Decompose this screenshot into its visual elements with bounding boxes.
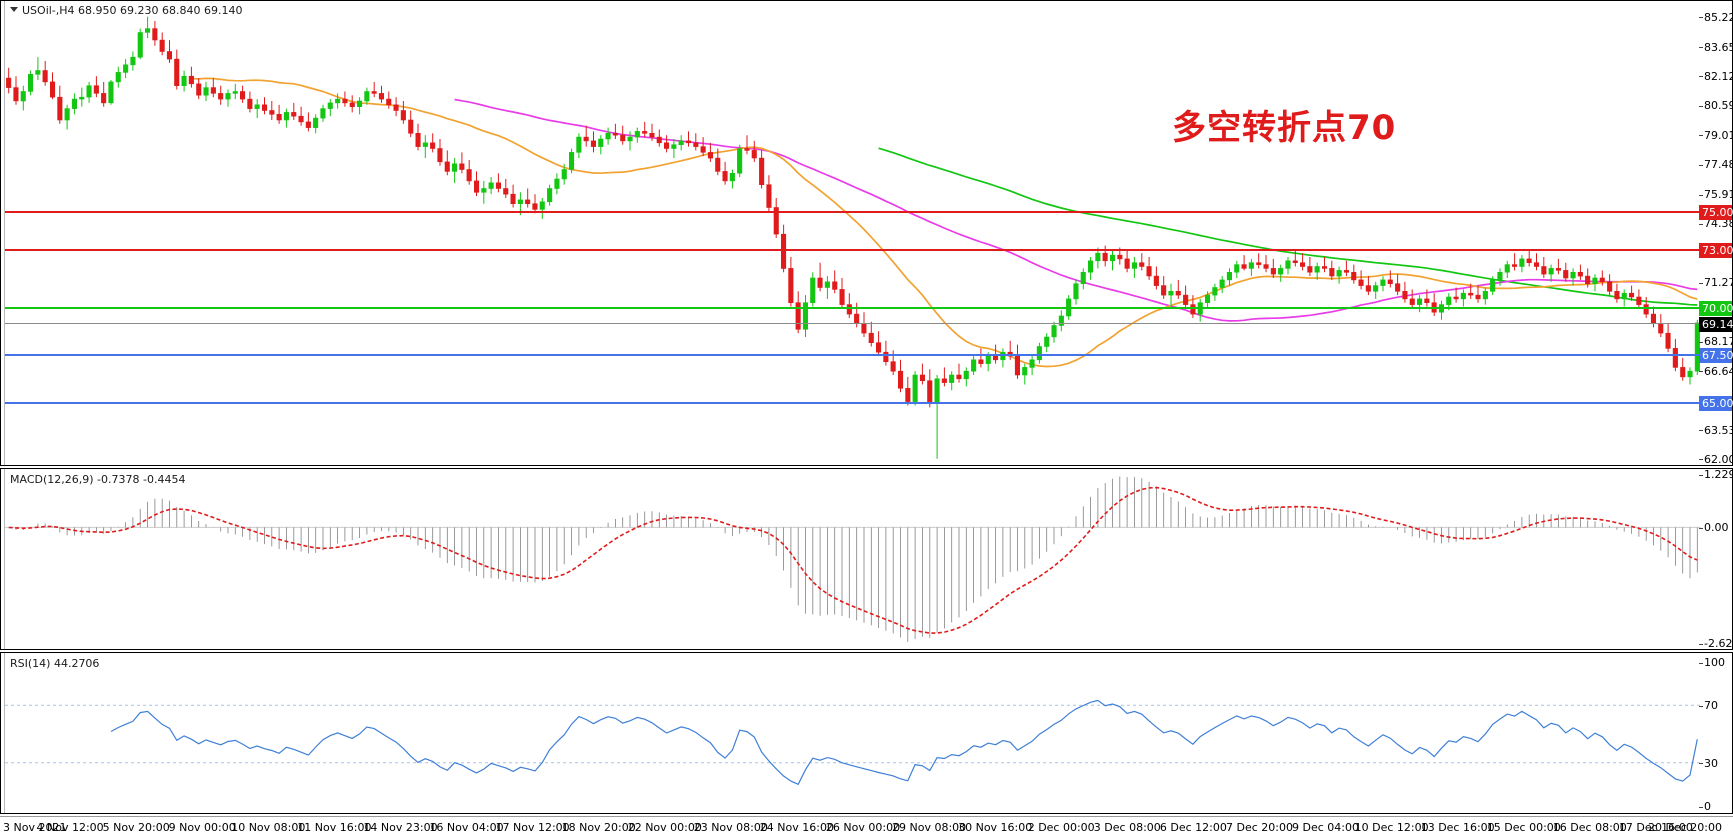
rsi-pane: RSI(14) 44.2706 100 70 30 0 bbox=[0, 652, 1733, 814]
collapse-caret-icon[interactable] bbox=[10, 7, 18, 12]
price-axis-tick: 80.590 bbox=[1699, 100, 1733, 111]
symbol-legend-text: USOil-,H4 68.950 69.230 68.840 69.140 bbox=[22, 4, 243, 17]
macd-axis-tick: 0.00 bbox=[1699, 522, 1729, 533]
price-legend: USOil-,H4 68.950 69.230 68.840 69.140 bbox=[10, 4, 242, 17]
time-axis-label: 9 Dec 04:00 bbox=[1292, 821, 1359, 834]
level-line-67-500[interactable] bbox=[5, 354, 1732, 357]
pane-left-gutter bbox=[4, 653, 5, 813]
level-line-65-000[interactable] bbox=[5, 401, 1732, 404]
time-axis-label: 10 Nov 08:00 bbox=[231, 821, 306, 834]
price-scale[interactable]: 85.225 83.650 82.120 80.590 79.015 77.485 75.9… bbox=[1699, 1, 1733, 465]
macd-plot-area[interactable] bbox=[5, 470, 1732, 648]
price-axis-tick: 63.535 bbox=[1699, 425, 1733, 436]
macd-pane: MACD(12,26,9) -0.7378 -0.4454 1.2294 0.00… bbox=[0, 468, 1733, 650]
macd-scale[interactable]: 1.2294 0.00 -2.6252 bbox=[1699, 469, 1733, 649]
chart-annotation-text: 多空转折点70 bbox=[1172, 108, 1397, 148]
time-axis-label: 17 Nov 12:00 bbox=[495, 821, 570, 834]
time-axis-label: 7 Dec 20:00 bbox=[1226, 821, 1293, 834]
rsi-axis-tick: 30 bbox=[1699, 758, 1718, 769]
price-level-tag[interactable]: 69.140 bbox=[1699, 316, 1733, 332]
price-level-tag[interactable]: 70.000 bbox=[1699, 300, 1733, 316]
time-axis-label: 22 Nov 00:00 bbox=[627, 821, 702, 834]
price-axis-tick: 77.485 bbox=[1699, 159, 1733, 170]
level-line-75-000[interactable] bbox=[5, 211, 1732, 214]
macd-axis-tick: 1.2294 bbox=[1699, 469, 1733, 480]
price-level-tag[interactable]: 65.000 bbox=[1699, 395, 1733, 411]
time-axis-label: 10 Dec 12:00 bbox=[1354, 821, 1429, 834]
price-axis-tick: 62.005 bbox=[1699, 454, 1733, 465]
price-level-tag[interactable]: 75.000 bbox=[1699, 205, 1733, 221]
rsi-legend: RSI(14) 44.2706 bbox=[10, 657, 100, 670]
rsi-axis-tick: 70 bbox=[1699, 700, 1718, 711]
price-axis-tick: 68.170 bbox=[1699, 336, 1733, 347]
rsi-plot-area[interactable] bbox=[5, 654, 1732, 812]
price-axis-tick: 75.910 bbox=[1699, 189, 1733, 200]
macd-axis-tick: -2.6252 bbox=[1699, 638, 1733, 649]
price-axis-tick: 82.120 bbox=[1699, 71, 1733, 82]
price-level-tag[interactable]: 67.500 bbox=[1699, 348, 1733, 364]
time-axis-label: 18 Nov 20:00 bbox=[561, 821, 636, 834]
time-axis-label: 11 Nov 16:00 bbox=[297, 821, 372, 834]
time-axis-label: 3 Dec 08:00 bbox=[1093, 821, 1161, 834]
time-axis-label: 16 Nov 04:00 bbox=[429, 821, 504, 834]
time-axis-label: 29 Nov 08:00 bbox=[892, 821, 967, 834]
time-axis-label: 17 Dec 16:00 bbox=[1618, 821, 1693, 834]
time-axis-label: 2 Dec 00:00 bbox=[1027, 821, 1095, 834]
level-line-73-000[interactable] bbox=[5, 249, 1732, 252]
time-axis-label: 3 Nov 2021 bbox=[3, 821, 67, 834]
price-plot-area[interactable] bbox=[5, 2, 1732, 464]
time-axis-label: 15 Dec 00:00 bbox=[1486, 821, 1561, 834]
rsi-axis-tick: 0 bbox=[1699, 801, 1711, 812]
time-axis-label: 14 Nov 23:00 bbox=[363, 821, 438, 834]
time-axis-label: 9 Nov 00:00 bbox=[168, 821, 236, 834]
time-axis-label: 24 Nov 16:00 bbox=[759, 821, 834, 834]
time-axis[interactable]: 3 Nov 2021 4 Nov 12:00 5 Nov 20:00 9 Nov 00… bbox=[0, 816, 1733, 840]
time-axis-label: 16 Dec 08:00 bbox=[1552, 821, 1627, 834]
level-line-70-000[interactable] bbox=[5, 306, 1732, 309]
pane-left-gutter bbox=[4, 469, 5, 649]
macd-legend: MACD(12,26,9) -0.7378 -0.4454 bbox=[10, 473, 186, 486]
price-axis-tick: 79.015 bbox=[1699, 130, 1733, 141]
level-line-69-140[interactable] bbox=[5, 322, 1732, 324]
price-axis-tick: 74.380 bbox=[1699, 218, 1733, 229]
time-axis-label: 4 Nov 12:00 bbox=[36, 821, 104, 834]
time-axis-label: 5 Nov 20:00 bbox=[102, 821, 170, 834]
time-axis-label: 13 Dec 16:00 bbox=[1420, 821, 1495, 834]
time-axis-label: 6 Dec 12:00 bbox=[1159, 821, 1227, 834]
time-axis-label: 26 Nov 00:00 bbox=[825, 821, 901, 834]
price-pane: USOil-,H4 68.950 69.230 68.840 69.140 85… bbox=[0, 0, 1733, 466]
price-axis-tick: 71.275 bbox=[1699, 277, 1733, 288]
pane-left-gutter bbox=[4, 1, 5, 465]
time-axis-label: 23 Nov 08:00 bbox=[693, 821, 768, 834]
time-axis-label: 30 Nov 16:00 bbox=[958, 821, 1033, 834]
time-axis-label: 20 Dec 20:00 bbox=[1648, 821, 1722, 834]
price-level-tag[interactable]: 73.000 bbox=[1699, 243, 1733, 259]
price-axis-tick: 66.640 bbox=[1699, 366, 1733, 377]
rsi-axis-tick: 100 bbox=[1699, 657, 1725, 668]
rsi-scale[interactable]: 100 70 30 0 bbox=[1699, 653, 1732, 813]
price-axis-tick: 83.650 bbox=[1699, 42, 1733, 53]
price-axis-tick: 85.225 bbox=[1699, 12, 1733, 23]
